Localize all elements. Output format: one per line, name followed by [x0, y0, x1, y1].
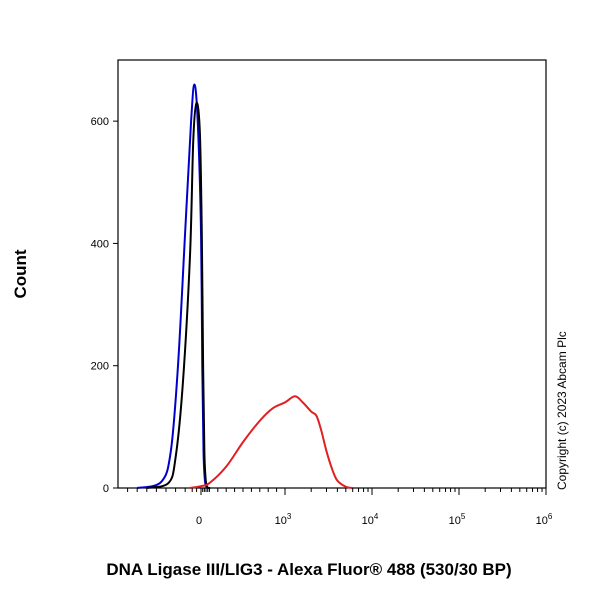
- copyright-text: Copyright (c) 2023 Abcam Plc: [555, 331, 569, 490]
- x-tick-label: 105: [449, 512, 466, 527]
- y-tick-label: 400: [91, 238, 109, 250]
- x-tick-label: 106: [536, 512, 553, 527]
- y-axis-title: Count: [11, 249, 30, 298]
- plot-frame: [117, 59, 547, 489]
- series-layer: [136, 83, 353, 489]
- y-tick-label: 0: [103, 483, 109, 495]
- y-tick-label: 600: [91, 116, 109, 128]
- axis-layer: 0 200 400 600 0 103 104 105 106: [91, 116, 553, 527]
- x-tick-label: 103: [275, 512, 292, 527]
- histogram-series-3: [189, 395, 353, 489]
- histogram-series-1: [136, 83, 210, 489]
- histogram-series-2: [146, 101, 211, 489]
- x-tick-label: 104: [362, 512, 379, 527]
- y-tick-label: 200: [91, 361, 109, 373]
- x-axis-title: DNA Ligase III/LIG3 - Alexa Fluor® 488 (…: [106, 560, 511, 579]
- x-tick-label: 0: [196, 515, 202, 527]
